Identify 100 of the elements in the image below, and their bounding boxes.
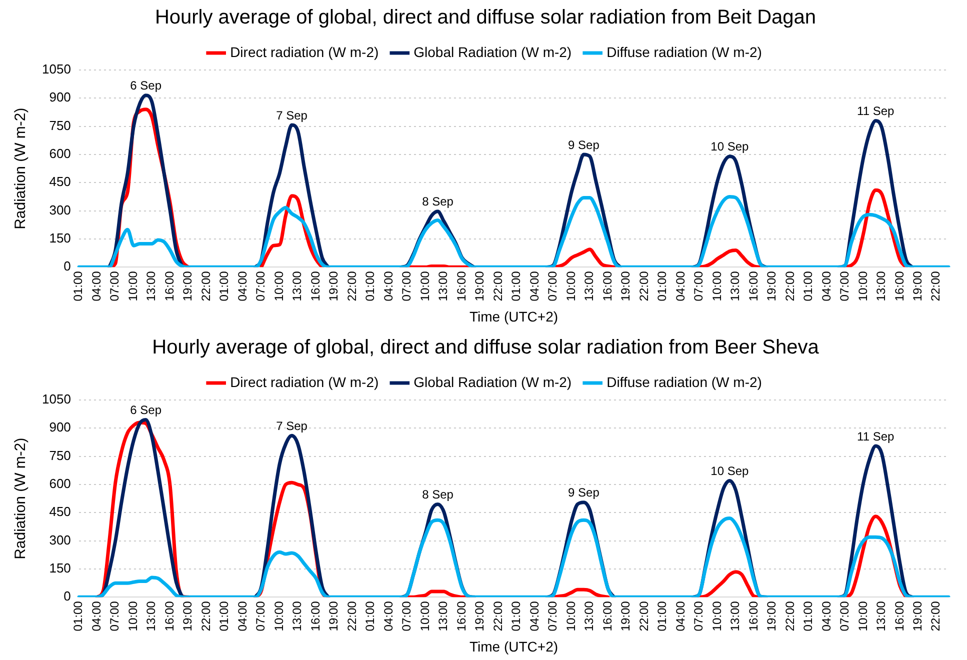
x-tick-label: 04:00 xyxy=(381,270,396,302)
annotation: 6 Sep xyxy=(130,403,162,418)
y-axis-title: Radiation (W m-2) xyxy=(12,438,30,560)
y-tick-label: 1050 xyxy=(42,62,71,77)
x-tick-label: 07:00 xyxy=(692,270,706,302)
x-tick-label: 10:00 xyxy=(272,270,286,302)
x-tick-label: 16:00 xyxy=(892,600,906,632)
x-tick-label: 01:00 xyxy=(363,600,378,632)
x-tick-label: 10:00 xyxy=(126,270,140,302)
x-tick-label: 19:00 xyxy=(618,270,633,302)
x-tick-label: 01:00 xyxy=(655,270,670,302)
annotation: 10 Sep xyxy=(710,464,749,478)
x-tick-label: 19:00 xyxy=(618,600,633,632)
x-tick-label: 10:00 xyxy=(564,270,578,302)
x-tick-label: 04:00 xyxy=(527,270,542,302)
x-tick-label: 01:00 xyxy=(509,270,524,302)
x-tick-label: 13:00 xyxy=(728,600,742,632)
x-tick-label: 01:00 xyxy=(217,270,232,302)
x-tick-label: 22:00 xyxy=(490,270,505,302)
x-tick-label: 13:00 xyxy=(144,270,158,302)
x-tick-label: 19:00 xyxy=(472,600,487,632)
x-tick-label: 10:00 xyxy=(710,270,724,302)
y-tick-label: 750 xyxy=(49,448,71,463)
y-tick-label: 300 xyxy=(49,202,71,218)
x-tick-label: 04:00 xyxy=(235,270,250,302)
x-tick-label: 10:00 xyxy=(418,600,432,632)
x-tick-label: 19:00 xyxy=(910,600,925,632)
y-tick-label: 450 xyxy=(49,174,71,190)
x-tick-label: 19:00 xyxy=(764,270,779,302)
y-tick-label: 0 xyxy=(64,588,71,604)
x-tick-label: 22:00 xyxy=(198,270,213,302)
x-tick-label: 19:00 xyxy=(472,270,487,302)
annotation: 9 Sep xyxy=(568,138,600,152)
x-tick-label: 04:00 xyxy=(673,600,688,632)
x-tick-label: 16:00 xyxy=(746,270,760,302)
annotation: 11 Sep xyxy=(857,429,895,444)
annotation: 7 Sep xyxy=(276,108,308,122)
x-tick-label: 19:00 xyxy=(180,600,195,632)
x-tick-label: 07:00 xyxy=(254,600,268,632)
annotation: 9 Sep xyxy=(568,486,600,500)
y-tick-label: 150 xyxy=(49,230,71,246)
x-tick-label: 13:00 xyxy=(290,270,304,302)
x-tick-label: 13:00 xyxy=(728,270,742,302)
x-tick-label: 22:00 xyxy=(344,270,359,302)
x-tick-label: 07:00 xyxy=(838,270,852,302)
x-tick-label: 19:00 xyxy=(910,270,925,302)
x-tick-label: 13:00 xyxy=(582,270,596,302)
x-tick-label: 13:00 xyxy=(582,600,596,632)
x-tick-label: 01:00 xyxy=(217,600,232,632)
x-tick-label: 22:00 xyxy=(928,600,943,632)
x-tick-label: 13:00 xyxy=(874,600,888,632)
x-tick-label: 22:00 xyxy=(928,270,943,302)
x-tick-label: 16:00 xyxy=(308,600,322,632)
legend-label: Diffuse radiation (W m-2) xyxy=(606,374,762,390)
annotation: 8 Sep xyxy=(422,194,454,209)
x-tick-label: 07:00 xyxy=(108,270,122,302)
x-tick-label: 01:00 xyxy=(71,270,86,302)
y-tick-label: 150 xyxy=(49,560,71,576)
y-axis-title: Radiation (W m-2) xyxy=(12,108,30,230)
x-tick-label: 16:00 xyxy=(308,270,322,302)
x-tick-label: 22:00 xyxy=(782,270,797,302)
x-tick-label: 13:00 xyxy=(436,270,450,302)
x-tick-label: 13:00 xyxy=(436,600,450,632)
x-tick-label: 19:00 xyxy=(326,270,341,302)
annotation: 10 Sep xyxy=(710,140,749,154)
x-tick-label: 07:00 xyxy=(838,600,852,632)
x-tick-label: 04:00 xyxy=(89,600,104,632)
legend-label: Direct radiation (W m-2) xyxy=(230,374,379,390)
x-tick-label: 16:00 xyxy=(454,600,468,632)
y-tick-label: 900 xyxy=(49,420,71,435)
x-tick-label: 10:00 xyxy=(272,600,286,632)
y-tick-label: 900 xyxy=(49,90,71,105)
x-tick-label: 07:00 xyxy=(692,600,706,632)
x-tick-label: 07:00 xyxy=(546,600,560,632)
x-tick-label: 16:00 xyxy=(600,270,614,302)
legend-label: Global Radiation (W m-2) xyxy=(414,44,572,60)
x-tick-label: 22:00 xyxy=(490,600,505,632)
line-series xyxy=(77,516,950,598)
x-axis-title: Time (UTC+2) xyxy=(469,308,558,324)
line-series xyxy=(77,195,950,268)
y-tick-label: 1050 xyxy=(42,392,71,407)
y-tick-label: 600 xyxy=(49,476,71,492)
x-tick-label: 16:00 xyxy=(162,600,176,632)
x-tick-label: 04:00 xyxy=(819,600,834,632)
x-tick-label: 10:00 xyxy=(710,600,724,632)
x-tick-label: 22:00 xyxy=(344,600,359,632)
x-tick-label: 19:00 xyxy=(326,600,341,632)
annotation: 7 Sep xyxy=(276,418,308,433)
x-tick-label: 07:00 xyxy=(400,600,414,632)
x-tick-label: 13:00 xyxy=(144,600,158,632)
x-tick-label: 22:00 xyxy=(636,270,651,302)
x-tick-label: 01:00 xyxy=(801,270,816,302)
x-tick-label: 10:00 xyxy=(126,600,140,632)
x-tick-label: 07:00 xyxy=(546,270,560,302)
x-tick-label: 16:00 xyxy=(746,600,760,632)
chart-title: Hourly average of global, direct and diffuse solar radiation from Beit Dagan xyxy=(154,6,816,29)
y-tick-label: 300 xyxy=(49,532,71,548)
y-tick-label: 750 xyxy=(49,118,71,133)
x-tick-label: 04:00 xyxy=(381,600,396,632)
x-tick-label: 19:00 xyxy=(180,270,195,302)
